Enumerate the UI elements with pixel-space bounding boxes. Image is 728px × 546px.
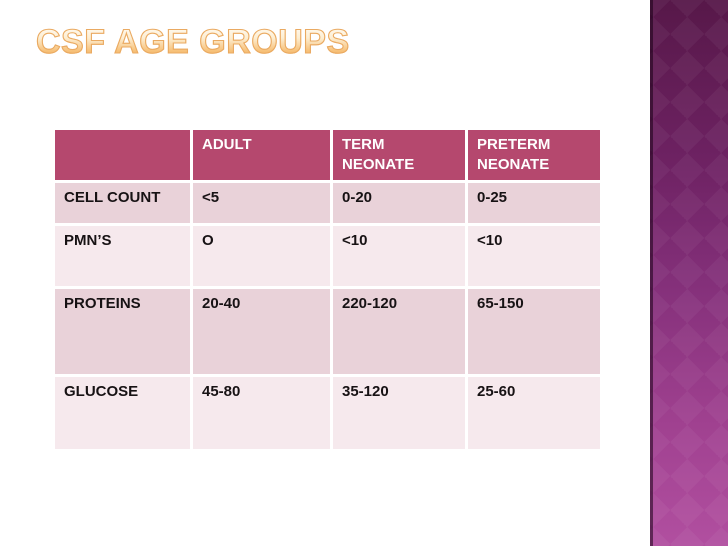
table-cell: 220-120: [333, 288, 465, 374]
column-header-adult: ADULT: [193, 130, 330, 180]
decorative-side-panel: [650, 0, 728, 546]
column-header-term-neonate: TERM NEONATE: [333, 130, 465, 180]
column-header-blank: [55, 130, 190, 180]
table-cell: 0-20: [333, 182, 465, 223]
table-row-cell-count: CELL COUNT <5 0-20 0-25: [55, 182, 600, 223]
table-cell: 35-120: [333, 376, 465, 449]
table-header-row: ADULT TERM NEONATE PRETERM NEONATE: [55, 130, 600, 180]
table-cell: <10: [468, 225, 600, 286]
row-label: GLUCOSE: [55, 376, 190, 449]
table-cell: 65-150: [468, 288, 600, 374]
table-cell: 20-40: [193, 288, 330, 374]
column-header-preterm-neonate: PRETERM NEONATE: [468, 130, 600, 180]
row-label: PMN’S: [55, 225, 190, 286]
row-label: CELL COUNT: [55, 182, 190, 223]
table-cell: 45-80: [193, 376, 330, 449]
table-cell: <5: [193, 182, 330, 223]
table-cell: 25-60: [468, 376, 600, 449]
table-row-pmns: PMN’S O <10 <10: [55, 225, 600, 286]
table-cell: 0-25: [468, 182, 600, 223]
table-cell: <10: [333, 225, 465, 286]
csf-age-groups-table: ADULT TERM NEONATE PRETERM NEONATE CELL …: [52, 127, 603, 452]
row-label: PROTEINS: [55, 288, 190, 374]
table-cell: O: [193, 225, 330, 286]
table-row-proteins: PROTEINS 20-40 220-120 65-150: [55, 288, 600, 374]
table-row-glucose: GLUCOSE 45-80 35-120 25-60: [55, 376, 600, 449]
slide-title: CSF AGE GROUPS: [35, 23, 350, 62]
